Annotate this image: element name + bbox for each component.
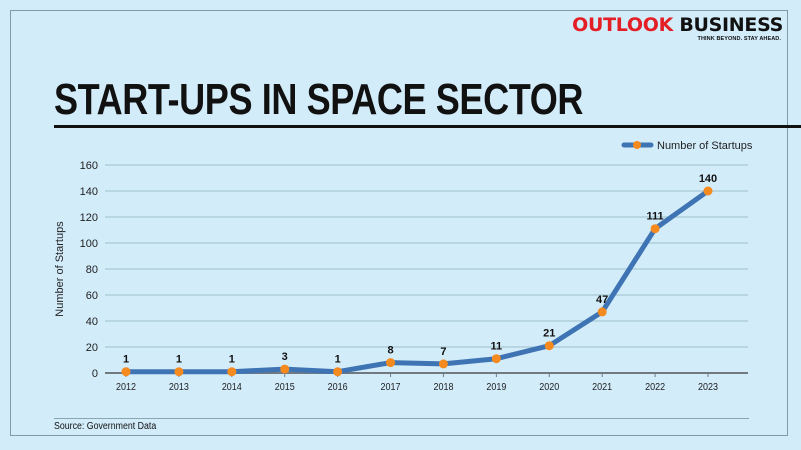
y-tick-label: 0	[92, 368, 98, 380]
y-tick-label: 120	[80, 212, 98, 224]
data-label: 47	[596, 294, 608, 306]
data-point	[174, 367, 184, 377]
data-label: 7	[440, 346, 446, 358]
x-tick-label: 2015	[275, 382, 295, 393]
x-tick-label: 2014	[222, 382, 242, 393]
data-label: 3	[282, 351, 288, 363]
series-line	[123, 188, 711, 375]
brand-name-business: BUSINESS	[679, 14, 783, 36]
x-tick-label: 2013	[169, 382, 189, 393]
brand-logo: OUTLOOK BUSINESS THINK BEYOND. STAY AHEA…	[572, 14, 783, 42]
source-note: Source: Government Data	[54, 421, 157, 432]
x-tick-label: 2022	[645, 382, 665, 393]
y-tick-label: 100	[80, 238, 98, 250]
data-point	[227, 367, 237, 377]
x-tick-label: 2012	[116, 382, 136, 393]
title-underline	[54, 125, 801, 128]
data-label: 1	[335, 354, 341, 366]
y-tick-label: 60	[86, 290, 98, 302]
y-tick-label: 80	[86, 264, 98, 276]
data-point	[386, 358, 396, 368]
data-point	[438, 359, 448, 369]
y-tick-label: 140	[80, 186, 98, 198]
data-label: 1	[123, 354, 129, 366]
data-point	[650, 224, 660, 234]
data-point	[597, 307, 607, 317]
y-tick-label: 20	[86, 342, 98, 354]
data-point	[280, 364, 290, 374]
brand-tagline: THINK BEYOND. STAY AHEAD.	[697, 36, 781, 42]
x-tick-labels: 2012 2013 2014 2015 2016 2017 2018 2019 2020 2021…	[116, 382, 718, 393]
data-label: 1	[176, 354, 182, 366]
data-label: 8	[387, 345, 393, 357]
legend: Number of Startups	[621, 140, 753, 152]
x-tick-label: 2017	[381, 382, 401, 393]
legend-label: Number of Startups	[657, 140, 753, 152]
gridlines	[105, 164, 748, 348]
data-point	[491, 354, 501, 364]
y-tick-labels: 0 20 40 60 80 100 120 140 160	[80, 160, 98, 380]
data-label: 111	[647, 211, 664, 223]
x-tick-label: 2019	[486, 382, 506, 393]
brand-name-outlook: OUTLOOK	[572, 14, 673, 36]
data-point	[544, 341, 554, 351]
page-title: START-UPS IN SPACE SECTOR	[54, 75, 584, 124]
x-tick-label: 2023	[698, 382, 718, 393]
source-divider	[54, 418, 749, 419]
x-tick-label: 2016	[328, 382, 348, 393]
series-number-of-startups	[121, 186, 713, 377]
data-label: 21	[543, 328, 555, 340]
x-tick-label: 2018	[433, 382, 453, 393]
brand-name: OUTLOOK BUSINESS	[572, 14, 783, 36]
x-tick-label: 2021	[592, 382, 612, 393]
chart-frame	[10, 10, 788, 436]
data-point	[333, 367, 343, 377]
x-tick-label: 2020	[539, 382, 559, 393]
data-label: 1	[229, 354, 235, 366]
data-label: 11	[491, 341, 503, 353]
y-tick-label: 40	[86, 316, 98, 328]
data-point	[703, 186, 713, 196]
data-point	[121, 367, 131, 377]
y-axis-label: Number of Startups	[54, 221, 66, 317]
data-label: 140	[699, 173, 717, 185]
y-tick-label: 160	[80, 160, 98, 172]
legend-marker-swatch	[633, 141, 641, 149]
